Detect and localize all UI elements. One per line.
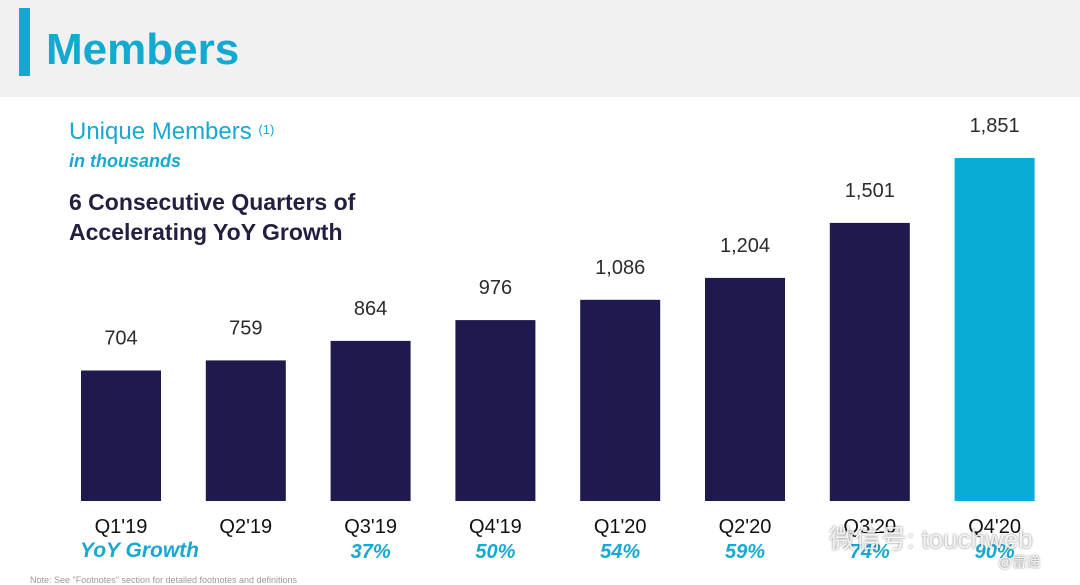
bar-Q3'19 bbox=[330, 340, 411, 501]
chart-headline: 6 Consecutive Quarters of Accelerating Y… bbox=[69, 189, 356, 245]
chart-subtitle-text: Unique Members bbox=[69, 118, 252, 145]
chart-units: in thousands bbox=[69, 151, 181, 171]
bar-Q2'19 bbox=[205, 360, 286, 501]
x-tick-label-Q3'20: Q3'20 bbox=[843, 516, 896, 538]
footnote-reference: (1) bbox=[258, 122, 275, 137]
data-label-Q4'19: 976 bbox=[479, 277, 512, 299]
yoy-growth-Q1'20: 54% bbox=[600, 541, 640, 563]
yoy-growth-Q4'20: 90% bbox=[975, 541, 1015, 563]
bar-Q3'20 bbox=[829, 222, 910, 501]
chart-subtitle: Unique Members (1) bbox=[69, 117, 274, 147]
x-tick-label-Q2'20: Q2'20 bbox=[719, 516, 772, 538]
footnote-text: Note: See "Footnotes" section for detail… bbox=[30, 575, 298, 585]
x-tick-label-Q1'20: Q1'20 bbox=[594, 516, 647, 538]
yoy-growth-Q4'19: 50% bbox=[475, 541, 515, 563]
page-title: Members bbox=[46, 25, 240, 74]
data-label-Q2'20: 1,204 bbox=[720, 235, 770, 257]
yoy-growth-row-title: YoY Growth bbox=[80, 539, 200, 562]
bar-Q1'19 bbox=[81, 370, 161, 501]
data-label-Q3'19: 864 bbox=[354, 298, 387, 320]
data-label-Q4'20: 1,851 bbox=[970, 115, 1020, 137]
x-tick-label-Q4'20: Q4'20 bbox=[968, 516, 1021, 538]
yoy-growth-Q2'20: 59% bbox=[725, 541, 765, 563]
data-label-Q3'20: 1,501 bbox=[845, 180, 895, 202]
yoy-growth-Q3'20: 74% bbox=[850, 541, 890, 563]
x-tick-label-Q3'19: Q3'19 bbox=[344, 516, 397, 538]
x-tick-label-Q2'19: Q2'19 bbox=[219, 516, 272, 538]
data-label-Q1'19: 704 bbox=[104, 328, 137, 350]
x-tick-label-Q4'19: Q4'19 bbox=[469, 516, 522, 538]
data-label-Q2'19: 759 bbox=[229, 317, 262, 339]
data-label-Q1'20: 1,086 bbox=[595, 257, 645, 279]
bar-Q2'20 bbox=[705, 277, 785, 501]
x-tick-label-Q1'19: Q1'19 bbox=[95, 516, 148, 538]
bar-Q1'20 bbox=[580, 299, 661, 501]
yoy-growth-Q3'19: 37% bbox=[351, 541, 391, 563]
bar-Q4'20 bbox=[954, 158, 1035, 501]
bar-Q4'19 bbox=[455, 320, 536, 501]
header-accent-bar bbox=[19, 8, 30, 76]
header-bar: Members bbox=[0, 0, 1080, 97]
